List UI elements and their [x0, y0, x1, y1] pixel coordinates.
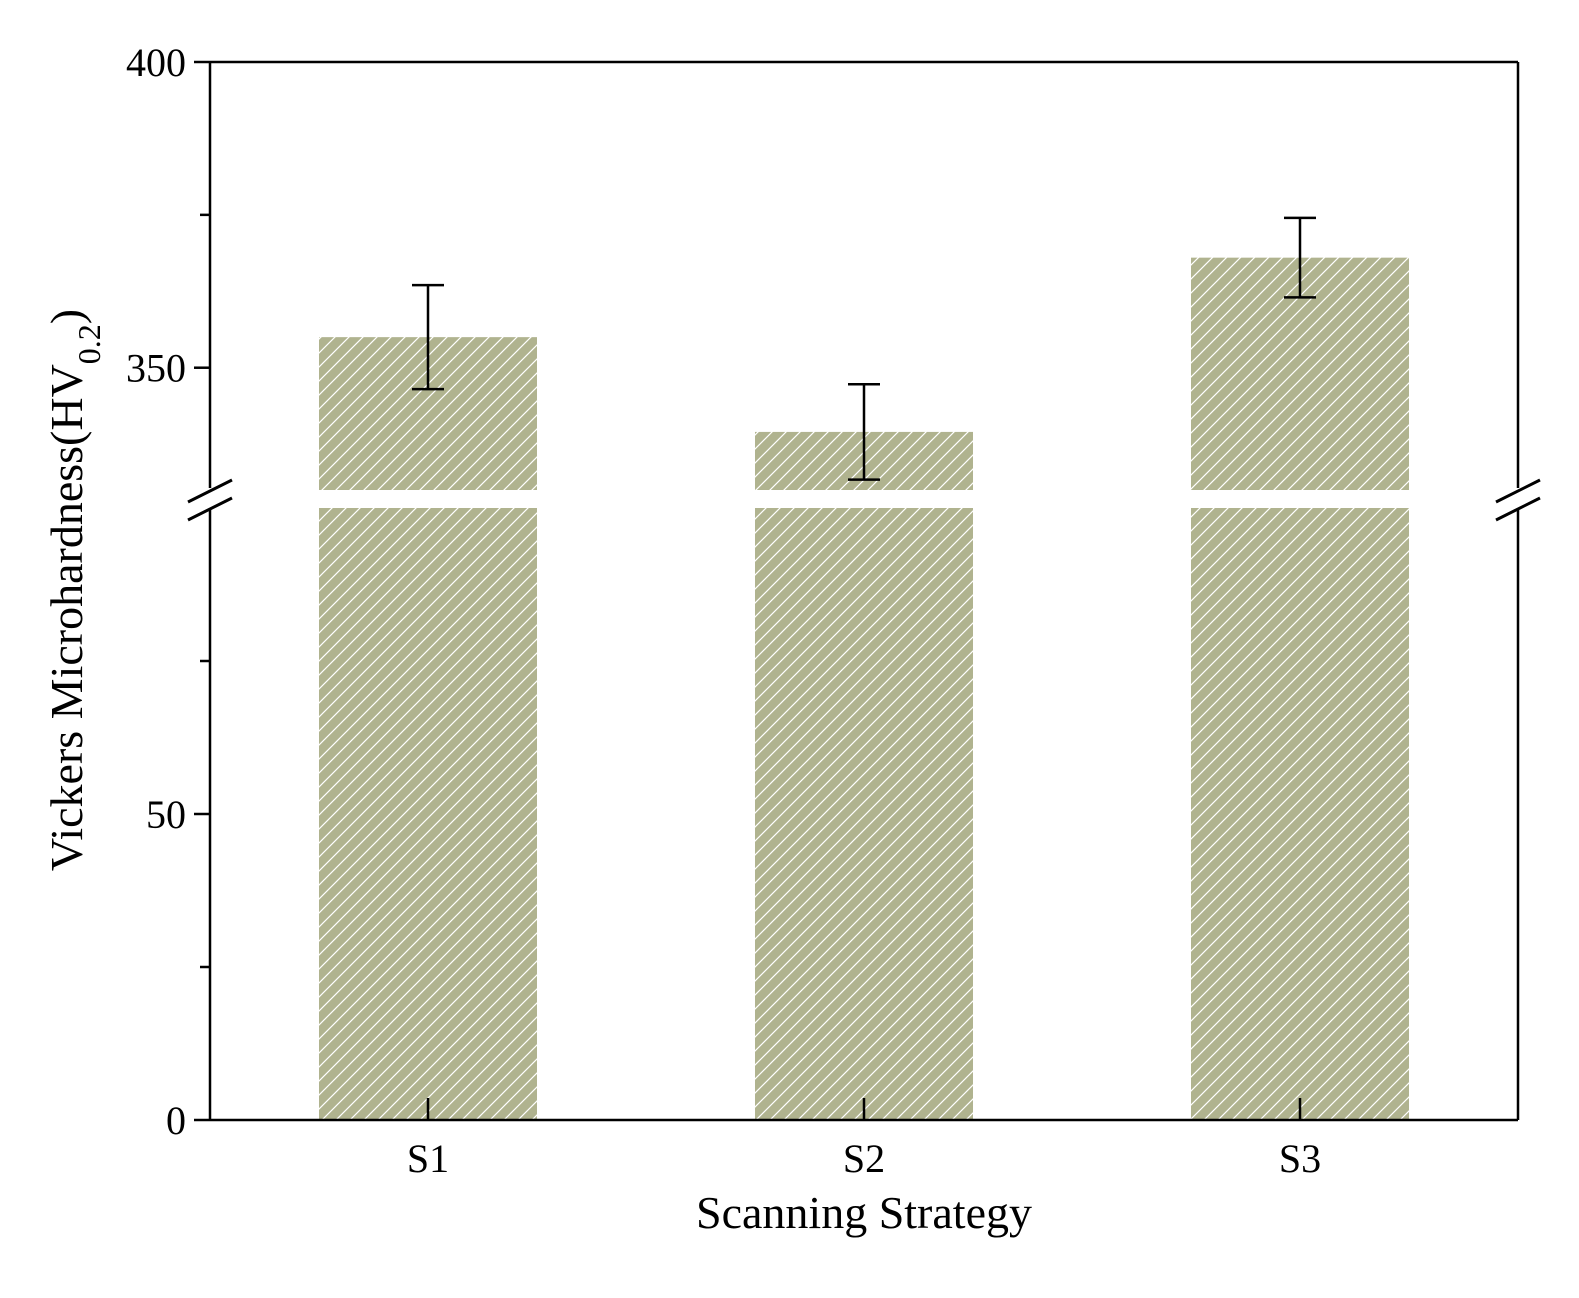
break-slash [1495, 496, 1541, 522]
break-slash [187, 496, 233, 522]
y-axis-title-subscript: 0.2 [71, 324, 107, 364]
bar-s2-lower [755, 508, 973, 1120]
bar-s1-lower [319, 508, 537, 1120]
axis-break-left [187, 478, 233, 522]
x-tick-label-s3: S3 [1279, 1136, 1321, 1181]
y-tick-label-50: 50 [146, 792, 186, 837]
y-tick-label-0: 0 [166, 1098, 186, 1143]
bars-layer [319, 257, 1409, 1120]
error-bars-layer [412, 216, 1316, 481]
y-tick-label-350: 350 [126, 346, 186, 391]
y-axis-title-close: ) [41, 309, 92, 324]
y-axis-title: Vickers Microhardness(HV0.2) [41, 309, 107, 871]
error-bar-s1 [412, 283, 444, 391]
error-bar-s2 [848, 382, 880, 481]
break-slash [187, 478, 233, 504]
labels-layer: S1 S2 S3 0 50 350 400 Scanning Strategy Vickers … [41, 40, 1321, 1238]
axes-layer [187, 60, 1541, 1122]
x-tick-label-s1: S1 [407, 1136, 449, 1181]
x-tick-label-s2: S2 [843, 1136, 885, 1181]
bar-s3-lower [1191, 508, 1409, 1120]
break-slash [1495, 478, 1541, 504]
y-axis-title-main: Vickers Microhardness(HV [41, 364, 92, 871]
x-axis-title: Scanning Strategy [696, 1187, 1032, 1238]
y-tick-label-400: 400 [126, 40, 186, 85]
axis-break-right [1495, 478, 1541, 522]
error-bar-s3 [1284, 216, 1316, 299]
